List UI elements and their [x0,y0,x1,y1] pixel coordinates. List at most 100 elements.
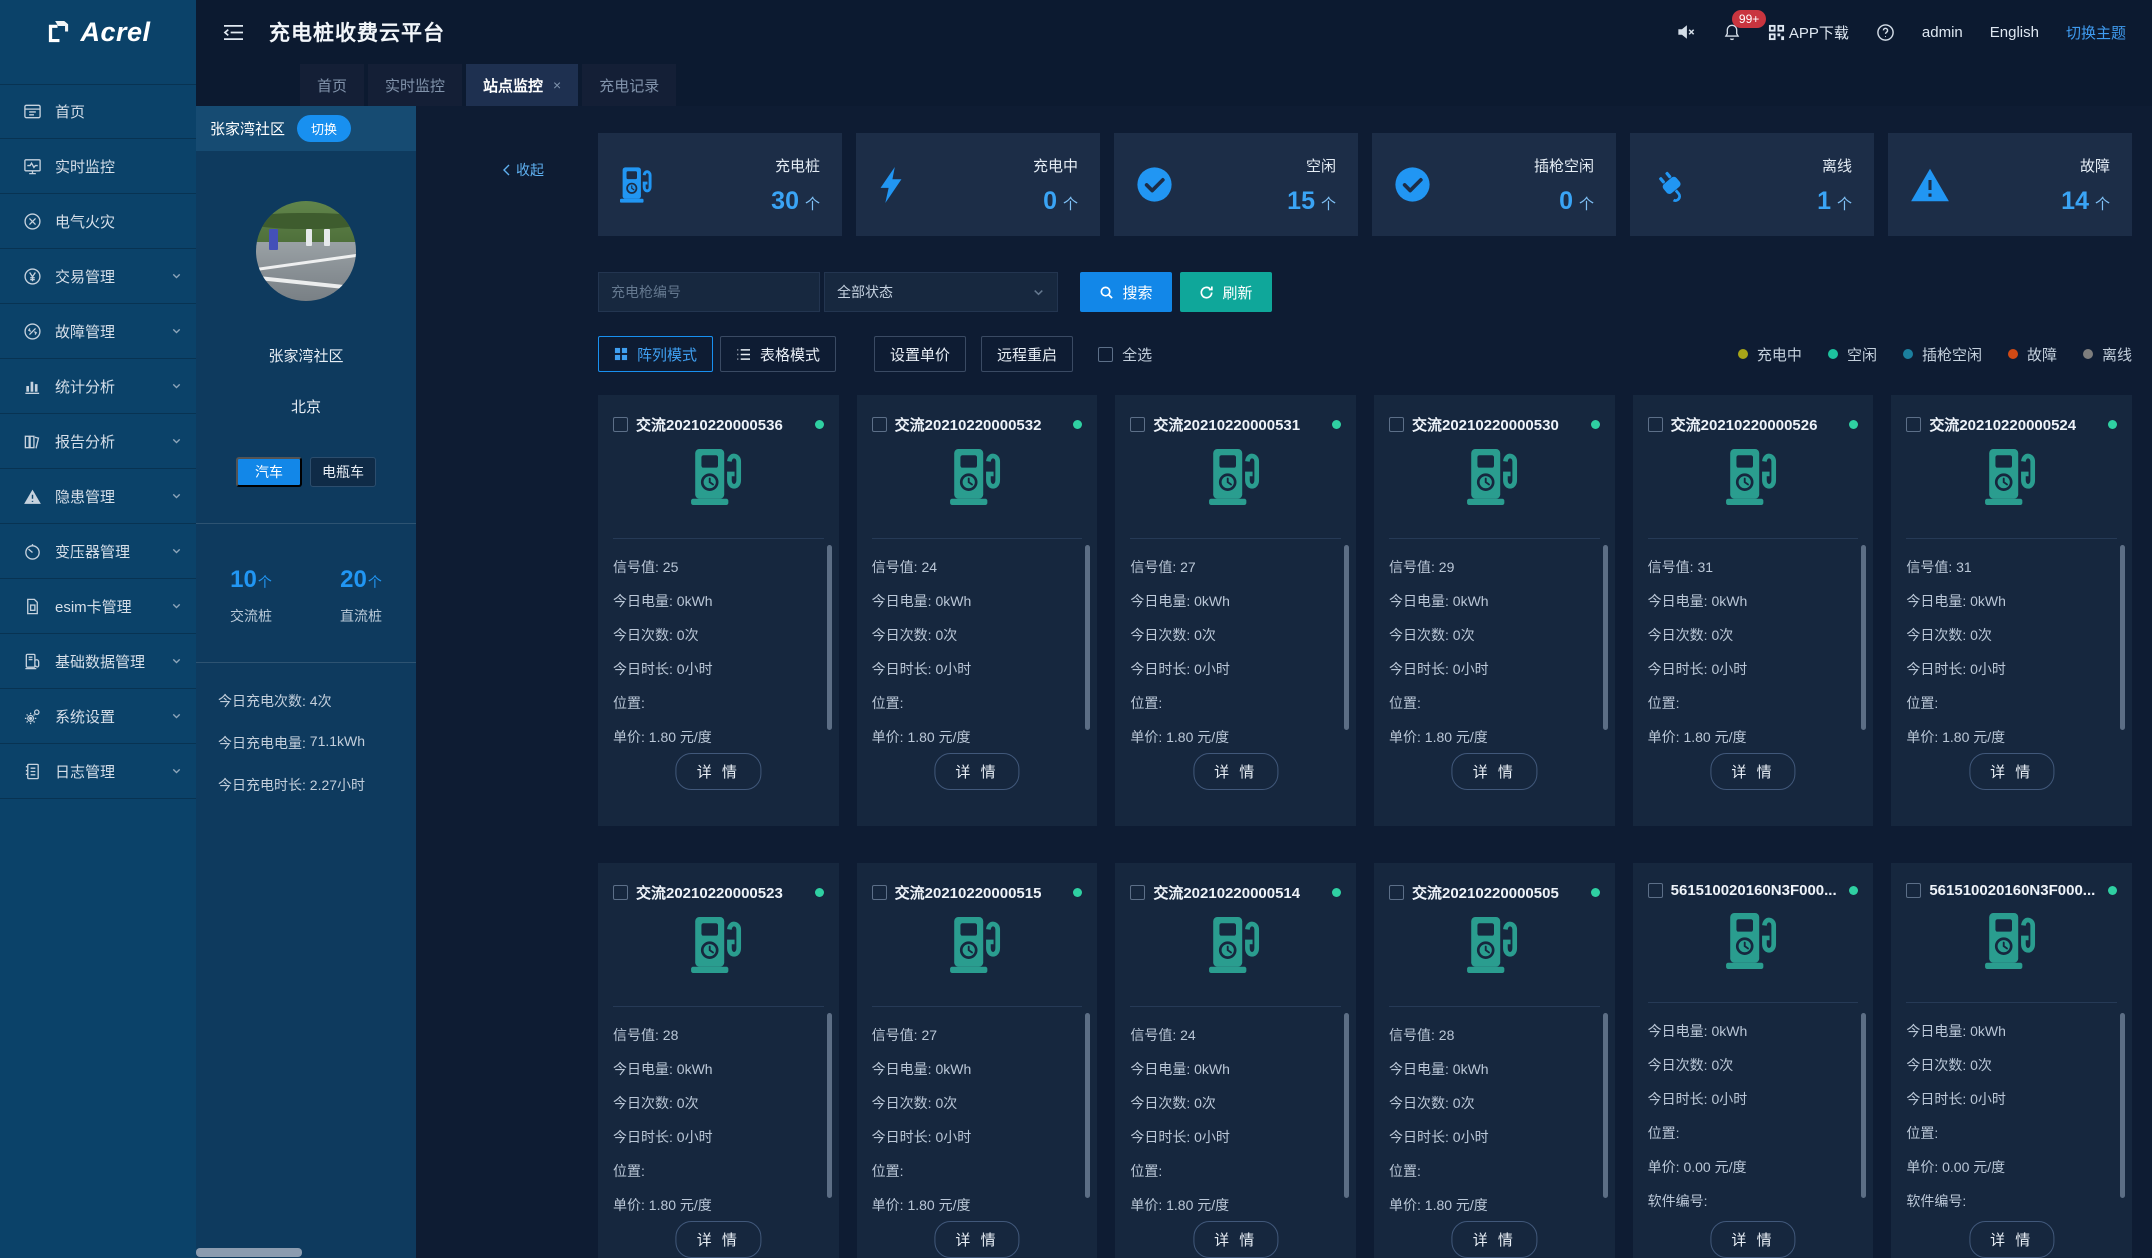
card-checkbox[interactable] [1647,417,1663,432]
sidebar-item-9[interactable]: esim卡管理 [0,579,196,634]
card-scrollbar[interactable] [1602,1013,1608,1198]
acrel-logo-icon [45,20,72,45]
switch-station-button[interactable]: 切换 [297,115,352,142]
charging-pile-icon [613,448,824,530]
card-field: 今日电量0kWh [1389,584,1600,618]
vehicle-tab-1[interactable]: 电瓶车 [310,457,376,487]
card-scrollbar[interactable] [826,1013,832,1198]
plug-icon [1652,165,1692,205]
tab-2[interactable]: 站点监控 × [466,64,579,106]
menu-fold-icon[interactable] [222,23,245,42]
theme-switch-link[interactable]: 切换主题 [2065,24,2126,42]
detail-button[interactable]: 详 情 [675,753,761,790]
station-photo-caption: 张家湾社区 [268,348,344,365]
status-filter-value: 全部状态 [837,284,893,300]
card-checkbox[interactable] [1389,885,1404,900]
card-field: 今日次数0次 [1906,618,2117,652]
detail-button[interactable]: 详 情 [1451,753,1537,790]
detail-button[interactable]: 详 情 [934,1221,1020,1258]
card-checkbox[interactable] [1130,885,1146,900]
sidebar-menu: 首页 实时监控 电气火灾 交易管理 故障管理 统计分析 报告分析 隐患管理 变压器管理 esim卡… [0,84,196,799]
tab-0[interactable]: 首页 [300,64,365,106]
refresh-button[interactable]: 刷新 [1180,272,1272,312]
horizontal-scrollbar[interactable] [196,1248,302,1257]
tab-3[interactable]: 充电记录 [582,64,677,106]
sidebar-item-5[interactable]: 统计分析 [0,359,196,414]
check-circle-icon [1136,166,1173,203]
card-scrollbar[interactable] [1344,545,1349,730]
tab-1[interactable]: 实时监控 [368,64,463,106]
vehicle-tab-0[interactable]: 汽车 [236,457,302,487]
card-field: 信号值31 [1906,550,2117,584]
pile-stat-0: 10个 交流桩 [230,566,272,624]
sidebar-item-1[interactable]: 实时监控 [0,139,196,194]
card-scrollbar[interactable] [1602,545,1608,730]
detail-button[interactable]: 详 情 [675,1221,761,1258]
detail-button[interactable]: 详 情 [1710,1221,1796,1258]
sidebar-item-7[interactable]: 隐患管理 [0,469,196,524]
sidebar-item-4[interactable]: 故障管理 [0,304,196,359]
card-checkbox[interactable] [871,417,887,432]
detail-button[interactable]: 详 情 [1193,753,1279,790]
sidebar-item-0[interactable]: 首页 [0,84,196,139]
card-field: 今日时长0小时 [1389,652,1600,686]
pile-card-11: 561510020160N3F000... 今日电量0kWh今日次数0次今日时长0… [1891,863,2132,1258]
card-checkbox[interactable] [1647,883,1663,898]
card-checkbox[interactable] [1389,417,1404,432]
detail-button[interactable]: 详 情 [934,753,1020,790]
card-checkbox[interactable] [1906,417,1922,432]
mute-icon[interactable] [1676,23,1696,41]
table-mode-button[interactable]: 表格模式 [720,336,837,372]
search-button[interactable]: 搜索 [1080,272,1172,312]
card-scrollbar[interactable] [1861,1013,1867,1198]
legend-item-1: 空闲 [1827,344,1877,365]
card-field: 单价0.00 元/度 [1648,1150,1859,1184]
card-scrollbar[interactable] [1861,545,1867,730]
divider [1906,538,2117,539]
sidebar-item-8[interactable]: 变压器管理 [0,524,196,579]
card-checkbox[interactable] [613,885,628,900]
card-scrollbar[interactable] [826,545,832,730]
card-field: 今日电量0kWh [872,1052,1083,1086]
array-mode-button[interactable]: 阵列模式 [598,336,714,372]
select-all-checkbox[interactable]: 全选 [1098,344,1152,365]
notifications-button[interactable]: 99+ [1723,9,1767,42]
card-checkbox[interactable] [871,885,887,900]
help-icon[interactable] [1876,23,1895,42]
brand-logo[interactable]: Acrel [0,0,196,64]
station-photo [256,201,356,301]
detail-button[interactable]: 详 情 [1193,1221,1279,1258]
detail-button[interactable]: 详 情 [1451,1221,1537,1258]
card-scrollbar[interactable] [2120,545,2125,730]
card-field: 今日时长0小时 [872,1120,1083,1154]
tab-close-icon[interactable]: × [553,77,562,93]
card-scrollbar[interactable] [1344,1013,1349,1198]
card-checkbox[interactable] [1906,883,1922,898]
status-legend: 充电中 空闲 插枪空闲 故障 离线 [1737,344,2132,365]
card-fields: 信号值24今日电量0kWh今日次数0次今日时长0小时位置单价1.80 元/度 [1130,1018,1341,1222]
gun-number-search-input[interactable] [598,272,820,312]
detail-button[interactable]: 详 情 [1969,1221,2055,1258]
card-field: 位置 [1389,1154,1600,1188]
sidebar-item-10[interactable]: 基础数据管理 [0,634,196,689]
remote-restart-button[interactable]: 远程重启 [981,336,1074,372]
card-field: 今日时长0小时 [613,1120,824,1154]
card-checkbox[interactable] [613,417,628,432]
card-scrollbar[interactable] [1085,1013,1091,1198]
language-switch[interactable]: English [1989,23,2039,41]
sidebar-item-3[interactable]: 交易管理 [0,249,196,304]
sidebar-item-11[interactable]: 系统设置 [0,689,196,744]
card-scrollbar[interactable] [1085,545,1091,730]
username[interactable]: admin [1921,23,1963,41]
collapse-panel-link[interactable]: 收起 [502,160,544,180]
sidebar-item-2[interactable]: 电气火灾 [0,194,196,249]
detail-button[interactable]: 详 情 [1969,753,2055,790]
card-scrollbar[interactable] [2120,1013,2125,1198]
card-checkbox[interactable] [1130,417,1146,432]
sidebar-item-6[interactable]: 报告分析 [0,414,196,469]
status-filter-select[interactable]: 全部状态 [824,272,1058,312]
detail-button[interactable]: 详 情 [1710,753,1796,790]
sidebar-item-12[interactable]: 日志管理 [0,744,196,799]
set-price-button[interactable]: 设置单价 [874,336,967,372]
app-download-link[interactable]: APP下载 [1768,22,1849,43]
